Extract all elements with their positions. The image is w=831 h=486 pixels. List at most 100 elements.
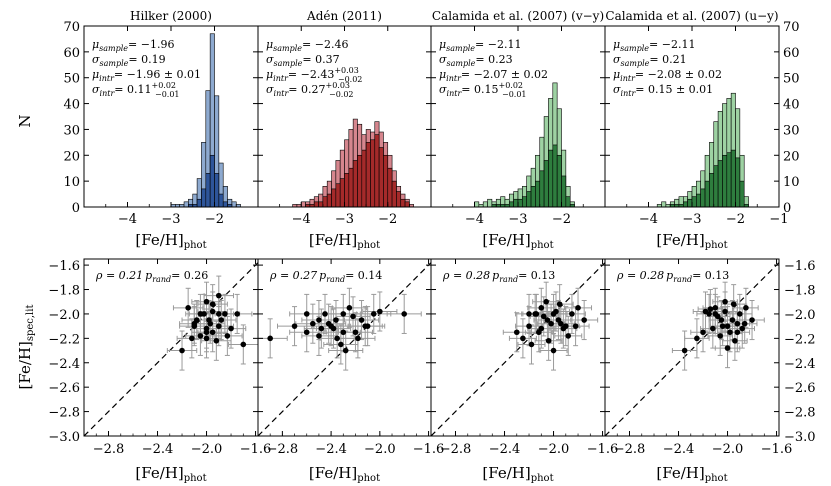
histogram-bar-subsample: [404, 201, 410, 208]
scatter-point: [213, 337, 220, 344]
histogram-bar-subsample: [357, 154, 363, 208]
scatter-point: [548, 320, 554, 327]
x-tick-label: −3: [508, 212, 527, 227]
scatter-point: [533, 311, 540, 317]
x-axis-label: [Fe/H]phot: [309, 231, 380, 251]
stat-value: = 0.15 ± 0.01: [635, 83, 713, 96]
y-tick-label: −1.8: [48, 284, 80, 299]
y-tick-label: −2.6: [784, 381, 816, 396]
scatter-point: [358, 317, 365, 323]
y-tick-label: 60: [63, 46, 80, 61]
x-axis-label-main: [Fe/H]: [135, 464, 183, 482]
scatter-point: [267, 335, 273, 342]
scatter-point: [545, 337, 552, 344]
histogram-bar-subsample: [383, 154, 389, 208]
stat-symbol: μ: [266, 38, 273, 51]
histogram-bar-subsample: [378, 147, 384, 208]
x-tick-label: −2: [726, 212, 745, 227]
stat-value: = 0.37: [302, 53, 339, 66]
y-tick-label: 10: [63, 175, 80, 190]
y-tick-label: −2.6: [48, 381, 80, 396]
correlation-rho: ρ = 0.21: [95, 269, 143, 282]
panel-title: Calamida et al. (2007) (v−y): [432, 9, 604, 23]
scatter-point: [724, 345, 731, 351]
histogram-bar-subsample: [735, 157, 741, 208]
stat-upper-error: +0.02: [151, 81, 176, 90]
scatter-point: [179, 347, 185, 354]
stat-subscript: intr: [99, 74, 115, 83]
correlation-annotation: ρ = 0.27 prand= 0.14: [269, 269, 382, 284]
one-to-one-line: [431, 261, 605, 436]
scatter-point: [722, 308, 728, 315]
x-axis-label-sub: phot: [531, 240, 554, 251]
scatter-point: [189, 335, 195, 342]
stat-upper-error: +0.02: [498, 81, 523, 90]
x-axis-label: [Fe/H]phot: [656, 464, 727, 484]
x-axis-label: [Fe/H]phot: [482, 231, 553, 251]
y-tick-label: 20: [63, 149, 80, 164]
scatter-point: [513, 329, 520, 336]
stat-lower-error: −0.02: [329, 90, 354, 99]
p-rand-symbol: p: [319, 269, 326, 282]
histogram-bar-subsample: [318, 201, 324, 208]
scatter-point: [316, 333, 322, 339]
stat-line: μsample= −2.11: [439, 38, 521, 53]
histogram-bar-all: [474, 201, 480, 208]
stat-subscript: intr: [446, 74, 462, 83]
histogram-bar-subsample: [522, 196, 527, 208]
x-tick-label: −2.0: [538, 442, 570, 457]
stat-value: = −2.08 ± 0.02: [635, 68, 722, 81]
histogram-bar-subsample: [326, 193, 332, 208]
scatter-axes-frame: [430, 258, 606, 437]
histogram-bar-subsample: [526, 191, 532, 208]
histogram-bar-subsample: [700, 188, 706, 208]
x-axis-label-sub: phot: [531, 473, 554, 484]
stat-value: = −1.96: [128, 38, 174, 51]
y-tick-label: 60: [783, 46, 800, 61]
scatter-point: [544, 317, 551, 323]
correlation-annotation: ρ = 0.28 prand= 0.13: [442, 269, 555, 284]
stat-line: μsample= −2.11: [613, 38, 695, 53]
y-tick-label: 70: [63, 20, 80, 35]
histogram-bar-subsample: [565, 196, 571, 208]
histogram-y-axis-label: N: [16, 114, 34, 127]
scatter-point: [581, 317, 587, 323]
scatter-point: [712, 311, 719, 317]
scatter-point: [291, 323, 298, 329]
scatter-point: [215, 323, 222, 329]
histogram-bar-subsample: [561, 175, 567, 208]
stat-line: σsample= 0.23: [439, 53, 513, 68]
histogram-bar-all: [300, 201, 306, 208]
correlation-rho: ρ = 0.28: [616, 269, 664, 282]
panel-title: Adén (2011): [306, 9, 382, 23]
y-tick-label: −2.0: [48, 308, 80, 323]
histogram-bar-subsample: [704, 180, 710, 208]
scatter-point: [681, 347, 688, 354]
histogram-bar-subsample: [400, 198, 406, 208]
stat-subscript: sample: [621, 59, 650, 68]
scatter-point: [741, 320, 748, 327]
scatter-panel-4: −2.8 −2.4 −2.0 −1.6 −1.6 −1.8 −2.0 −2.2 −2.4 −2.6…: [604, 258, 816, 484]
stat-symbol: σ: [92, 83, 100, 96]
scatter-point: [318, 325, 325, 332]
scatter-panel-2: −2.8 −2.4 −2.0 −1.6 ρ = 0.27 prand= 0.14 [Fe/H…: [257, 258, 444, 484]
one-to-one-line: [605, 261, 779, 436]
x-tick-label: −2.8: [440, 442, 472, 457]
scatter-point: [702, 308, 709, 315]
histogram-bar-subsample: [530, 186, 536, 208]
x-axis-label: [Fe/H]phot: [482, 464, 553, 484]
stat-subscript: sample: [447, 59, 476, 68]
stat-line: σintr= 0.15 ± 0.01: [613, 83, 713, 98]
scatter-point: [197, 333, 204, 339]
x-axis-label: [Fe/H]phot: [309, 464, 380, 484]
y-tick-label: 40: [783, 98, 800, 113]
histogram-bar-subsample: [352, 160, 358, 208]
x-axis-label-sub: phot: [705, 473, 728, 484]
histogram-bar-subsample: [374, 134, 380, 208]
y-tick-label: −2.0: [784, 308, 816, 323]
stat-line: σintr= 0.15+0.02 −0.01: [439, 81, 527, 99]
scatter-point: [340, 311, 347, 317]
scatter-point: [224, 333, 231, 339]
scatter-plot-area: [258, 261, 431, 436]
scatter-point: [707, 306, 714, 312]
